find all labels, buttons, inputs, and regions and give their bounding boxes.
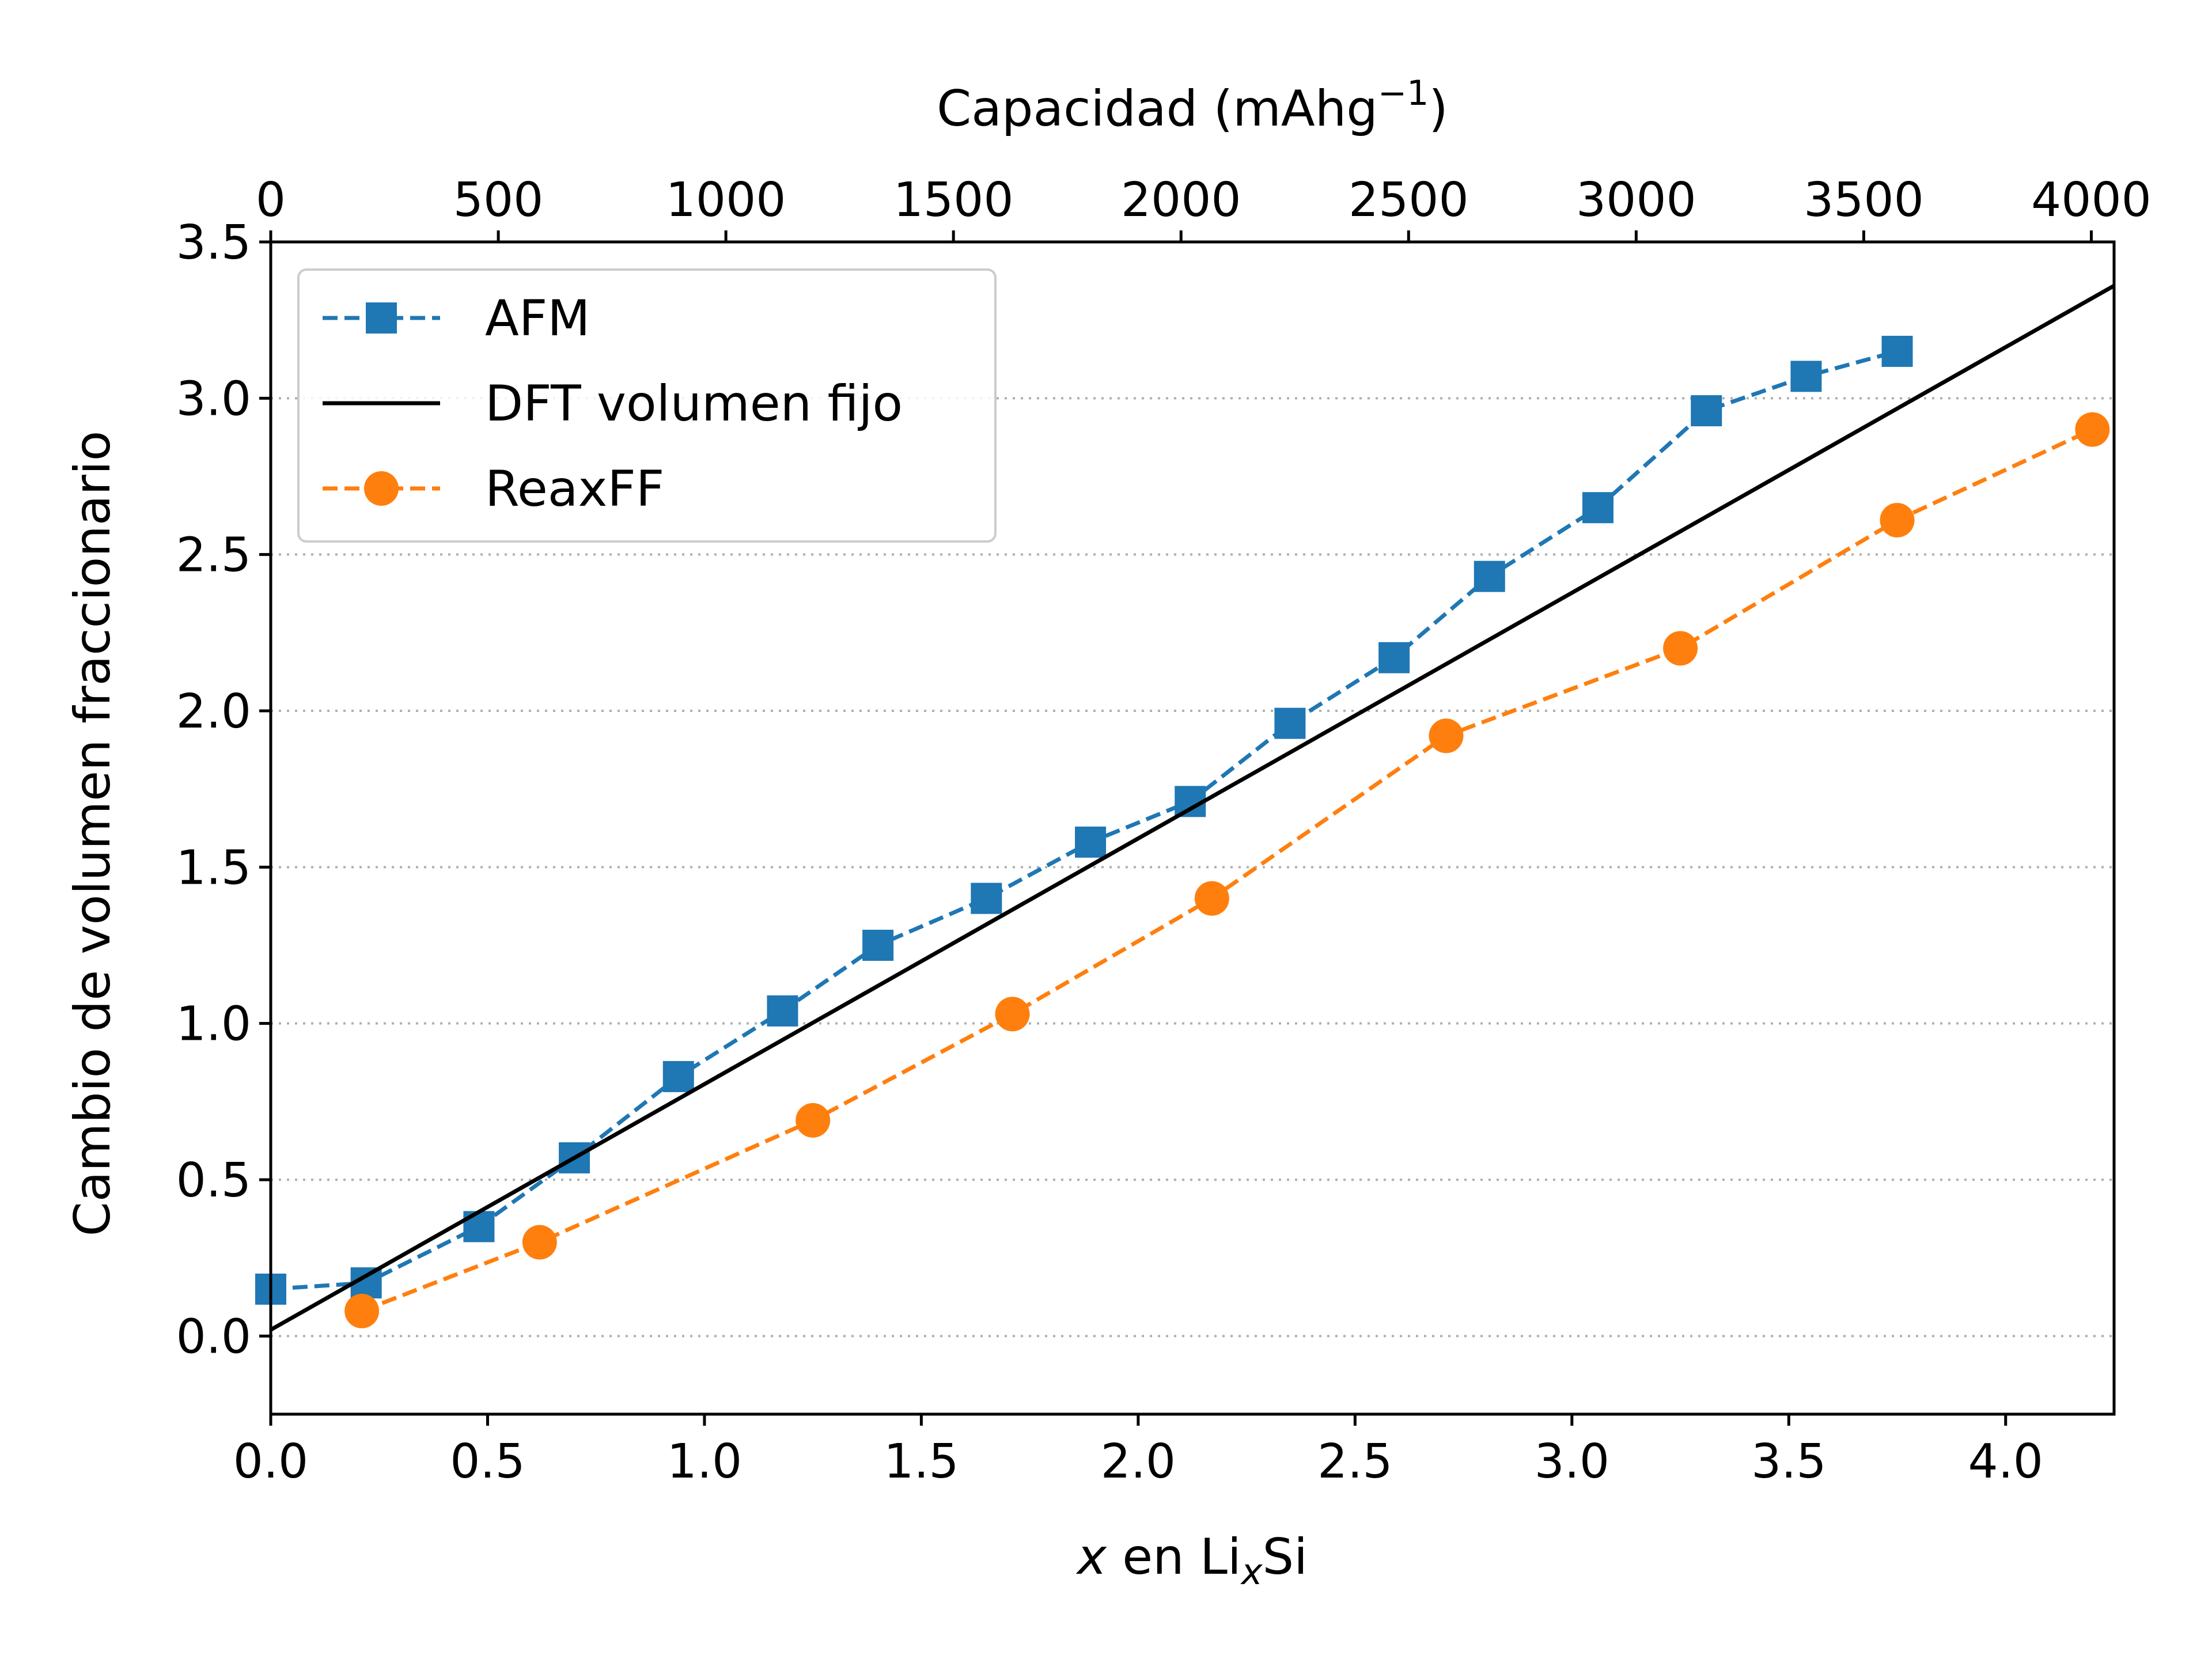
top-tick-label: 3500 bbox=[1804, 173, 1924, 228]
data-point-square bbox=[1075, 826, 1107, 858]
data-point-square bbox=[862, 930, 894, 961]
x-axis-title: x en LixSi bbox=[1075, 1528, 1308, 1593]
y-tick-label: 2.0 bbox=[176, 684, 251, 739]
legend-box bbox=[297, 268, 997, 543]
data-point-square bbox=[1881, 335, 1913, 367]
top-tick-label: 1000 bbox=[666, 173, 786, 228]
data-point-circle bbox=[2075, 412, 2110, 447]
top-axis-title: Capacidad (mAhg−1) bbox=[937, 73, 1448, 138]
data-point-square bbox=[1691, 395, 1722, 427]
data-point-circle bbox=[522, 1225, 557, 1260]
y-tick-label: 0.0 bbox=[176, 1309, 251, 1364]
data-point-circle bbox=[1194, 881, 1229, 916]
y-tick-label: 3.5 bbox=[176, 215, 251, 270]
plot-frame bbox=[269, 240, 2116, 1416]
data-point-circle bbox=[1429, 718, 1464, 753]
x-tick-label: 2.5 bbox=[1317, 1434, 1392, 1489]
top-tick-label: 4000 bbox=[2031, 173, 2152, 228]
top-tick-label: 500 bbox=[453, 173, 544, 228]
data-point-circle bbox=[796, 1103, 831, 1138]
x-tick-label: 1.5 bbox=[884, 1434, 959, 1489]
data-point-circle bbox=[995, 997, 1030, 1032]
y-axis-title: Cambio de volumen fraccionario bbox=[64, 431, 122, 1237]
legend-items: AFM DFT volumen fijo ReaxFF bbox=[323, 290, 903, 518]
top-tick-label: 2000 bbox=[1121, 173, 1241, 228]
y-tick-label: 1.0 bbox=[176, 997, 251, 1052]
y-tick-label: 2.5 bbox=[176, 528, 251, 583]
data-point-circle bbox=[344, 1293, 380, 1328]
x-tick-label: 0.5 bbox=[450, 1434, 525, 1489]
top-tick-label: 2500 bbox=[1349, 173, 1469, 228]
x-tick-label: 3.0 bbox=[1535, 1434, 1609, 1489]
legend-label: AFM bbox=[485, 290, 590, 347]
legend-label: DFT volumen fijo bbox=[485, 375, 903, 433]
axis-layer: 0.0 0.5 1.0 1.5 2.0 2.5 3.0 3.5 0.0 0.5 1.0 1.5 2.0 2… bbox=[176, 173, 2152, 1489]
top-tick-label: 3000 bbox=[1576, 173, 1696, 228]
x-tick-label: 1.0 bbox=[667, 1434, 742, 1489]
y-tick-label: 0.5 bbox=[176, 1153, 251, 1208]
series-line bbox=[270, 283, 2115, 1332]
data-point-square bbox=[366, 302, 397, 334]
data-point-square bbox=[1474, 560, 1505, 592]
data-point-square bbox=[1274, 707, 1306, 739]
data-point-circle bbox=[1663, 631, 1698, 666]
data-point-square bbox=[1790, 361, 1822, 392]
legend: AFM DFT volumen fijo ReaxFF bbox=[297, 268, 997, 543]
x-tick-label: 2.0 bbox=[1101, 1434, 1176, 1489]
x-tick-label: 4.0 bbox=[1968, 1434, 2043, 1489]
top-tick-label: 0 bbox=[256, 173, 286, 228]
top-tick-label: 1500 bbox=[893, 173, 1014, 228]
y-tick-label: 3.0 bbox=[176, 372, 251, 426]
y-tick-label: 1.5 bbox=[176, 840, 251, 895]
data-point-square bbox=[1582, 492, 1613, 524]
x-tick-label: 0.0 bbox=[233, 1434, 308, 1489]
data-point-square bbox=[767, 995, 798, 1027]
legend-label: ReaxFF bbox=[485, 460, 664, 518]
series-layer bbox=[255, 283, 2115, 1332]
grid-layer bbox=[271, 241, 2114, 1338]
data-point-square bbox=[1378, 642, 1410, 673]
data-point-square bbox=[662, 1060, 694, 1092]
data-point-circle bbox=[1880, 502, 1915, 537]
x-tick-label: 3.5 bbox=[1751, 1434, 1826, 1489]
data-point-circle bbox=[364, 471, 399, 506]
data-point-square bbox=[971, 882, 1002, 914]
